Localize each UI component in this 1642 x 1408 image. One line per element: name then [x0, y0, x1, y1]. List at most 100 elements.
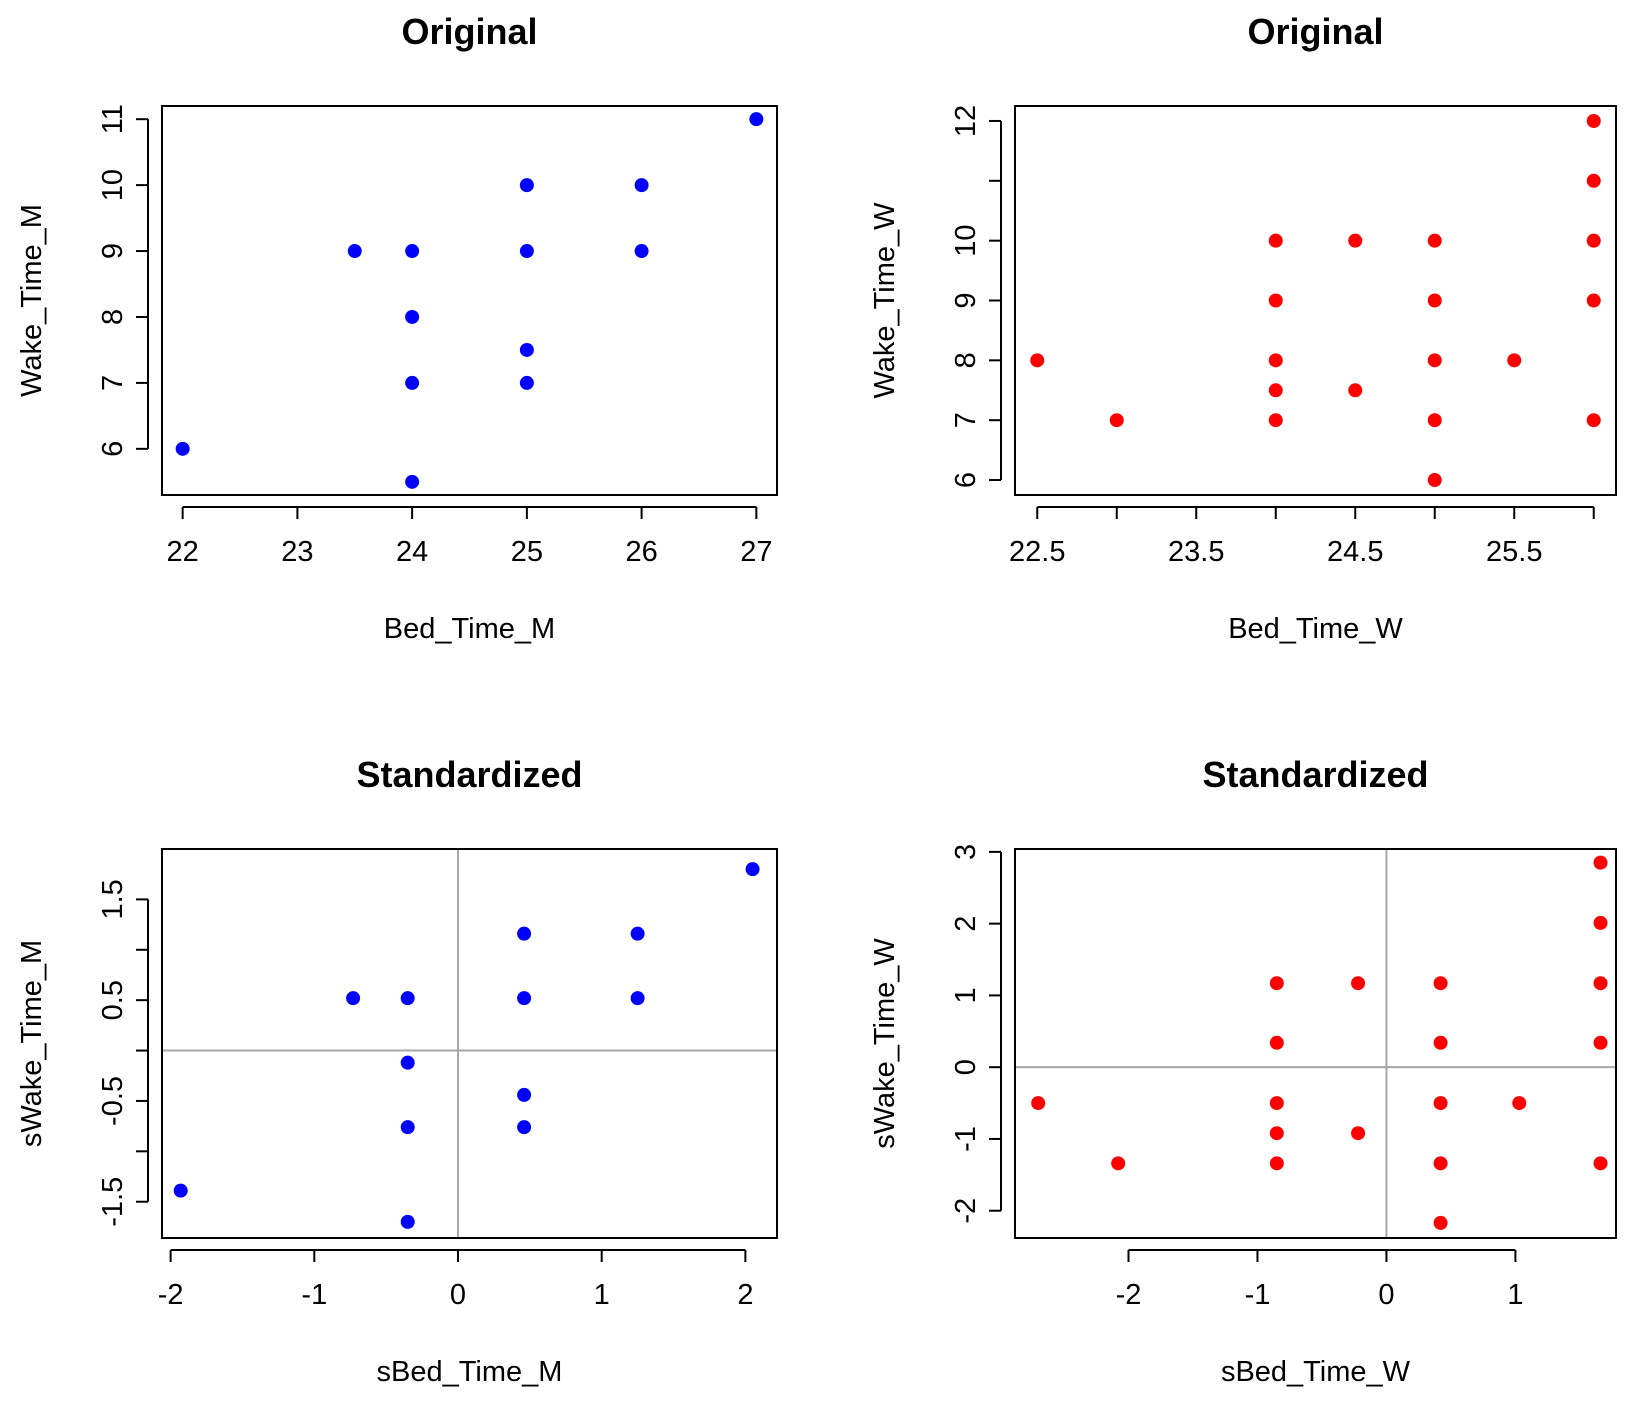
standardized-women-title: Standardized [1202, 754, 1428, 795]
original-women-data-point [1586, 173, 1601, 188]
original-men-x-tick-label: 27 [740, 536, 772, 568]
original-women-data-point [1268, 233, 1283, 248]
original-men-y-tick-label: 8 [97, 309, 129, 325]
original-men-data-point [519, 178, 534, 193]
standardized-women-data-point [1593, 855, 1608, 870]
original-men-y-tick-label: 9 [97, 243, 129, 259]
original-women-y-tick-label: 12 [950, 105, 982, 137]
original-men-data-point [405, 244, 420, 259]
standardized-women-y-tick-label: -1 [950, 1126, 982, 1152]
standardized-men-data-point [400, 1120, 415, 1135]
standardized-women-data-point [1593, 915, 1608, 930]
original-men-y-tick-label: 6 [97, 441, 129, 457]
standardized-women-x-tick-label: 1 [1507, 1279, 1523, 1311]
original-men-data-point [405, 309, 420, 324]
original-women-data-point [1427, 233, 1442, 248]
standardized-women-data-point [1269, 1096, 1284, 1111]
standardized-women-data-point [1433, 1035, 1448, 1050]
standardized-men-data-point [400, 991, 415, 1006]
original-women-y-tick-label: 8 [950, 352, 982, 368]
standardized-women-x-axis-label: sBed_Time_W [1221, 1356, 1411, 1388]
standardized-women-data-point [1269, 976, 1284, 991]
original-women-data-point [1586, 293, 1601, 308]
standardized-women-y-tick-label: 2 [950, 916, 982, 932]
original-men-data-point [405, 375, 420, 390]
standardized-women-x-tick-label: -2 [1116, 1279, 1142, 1311]
standardized-women-data-point [1512, 1096, 1527, 1111]
standardized-women-data-point [1593, 976, 1608, 991]
standardized-women-data-point [1269, 1035, 1284, 1050]
original-men-data-point [405, 474, 420, 489]
standardized-men-y-tick-label: -1.5 [97, 1177, 129, 1227]
original-women-x-tick-label: 23.5 [1168, 536, 1224, 568]
original-women-data-point [1427, 413, 1442, 428]
standardized-women-y-tick-label: 0 [950, 1059, 982, 1075]
original-women-data-point [1268, 353, 1283, 368]
standardized-men-data-point [517, 1087, 532, 1102]
original-women-data-point [1586, 233, 1601, 248]
original-men-x-tick-label: 26 [625, 536, 657, 568]
original-women-x-axis-label: Bed_Time_W [1228, 613, 1403, 645]
standardized-men-data-point [173, 1183, 188, 1198]
standardized-women-y-tick-label: 1 [950, 987, 982, 1003]
original-women-x-tick-label: 22.5 [1009, 536, 1065, 568]
original-women-data-point [1030, 353, 1045, 368]
original-women-y-tick-label: 9 [950, 292, 982, 308]
original-women-data-point [1268, 383, 1283, 398]
original-men-x-tick-label: 23 [281, 536, 313, 568]
standardized-men-x-tick-label: -2 [158, 1279, 184, 1311]
original-women-y-tick-label: 7 [950, 412, 982, 428]
original-women-data-point [1268, 293, 1283, 308]
standardized-women-data-point [1593, 1035, 1608, 1050]
standardized-men-data-point [517, 991, 532, 1006]
standardized-men-y-tick-label: 0.5 [97, 980, 129, 1020]
standardized-women-data-point [1269, 1156, 1284, 1171]
original-women-title: Original [1247, 11, 1383, 52]
standardized-men-data-point [630, 926, 645, 941]
original-men-x-axis-label: Bed_Time_M [384, 613, 555, 645]
original-men-data-point [347, 244, 362, 259]
standardized-men-title: Standardized [356, 754, 582, 795]
standardized-women-y-tick-label: -2 [950, 1198, 982, 1224]
original-women-data-point [1109, 413, 1124, 428]
original-women-panel: Original 22.5 23.5 24.5 25.5 6 7 8 9 10 12 Bed_Time… [869, 11, 1617, 645]
standardized-men-data-point [400, 1214, 415, 1229]
original-women-plot-frame [1014, 105, 1617, 496]
standardized-women-panel: Standardized -2 -1 0 1 -2 -1 0 1 2 3 sBed_Time_W sWa… [869, 754, 1617, 1388]
standardized-women-y-tick-label: 3 [950, 844, 982, 860]
original-women-y-axis-label: Wake_Time_W [869, 202, 901, 399]
standardized-men-plot-frame [161, 848, 778, 1239]
standardized-women-data-point [1433, 976, 1448, 991]
original-men-plot-frame [161, 105, 778, 496]
standardized-men-x-tick-label: 0 [450, 1279, 466, 1311]
original-men-x-tick-label: 25 [511, 536, 543, 568]
standardized-men-y-tick-label: 1.5 [97, 879, 129, 919]
original-men-data-point [175, 441, 190, 456]
standardized-women-data-point [1031, 1096, 1046, 1111]
standardized-men-data-point [400, 1055, 415, 1070]
original-women-x-tick-label: 24.5 [1327, 536, 1383, 568]
original-men-data-point [634, 244, 649, 259]
original-women-data-point [1348, 383, 1363, 398]
original-women-y-tick-label: 10 [950, 225, 982, 257]
standardized-men-panel: Standardized -2 -1 0 1 2 -1.5 -0.5 0.5 1.5 sBed_Ti… [16, 754, 778, 1388]
standardized-women-data-point [1433, 1215, 1448, 1230]
original-women-x-tick-label: 25.5 [1486, 536, 1542, 568]
standardized-women-data-point [1111, 1156, 1126, 1171]
original-women-data-point [1427, 473, 1442, 488]
original-men-title: Original [401, 11, 537, 52]
original-men-y-tick-label: 7 [97, 375, 129, 391]
standardized-men-x-tick-label: -1 [301, 1279, 327, 1311]
original-women-data-point [1268, 413, 1283, 428]
original-women-data-point [1507, 353, 1522, 368]
original-men-x-tick-label: 22 [167, 536, 199, 568]
standardized-men-x-axis-label: sBed_Time_M [377, 1356, 563, 1388]
standardized-women-x-tick-label: -1 [1245, 1279, 1271, 1311]
standardized-women-data-point [1351, 976, 1366, 991]
standardized-women-data-point [1433, 1096, 1448, 1111]
standardized-women-plot-frame [1014, 848, 1617, 1239]
original-men-y-tick-label: 11 [97, 104, 129, 134]
original-women-data-point [1427, 293, 1442, 308]
standardized-women-data-point [1269, 1126, 1284, 1141]
